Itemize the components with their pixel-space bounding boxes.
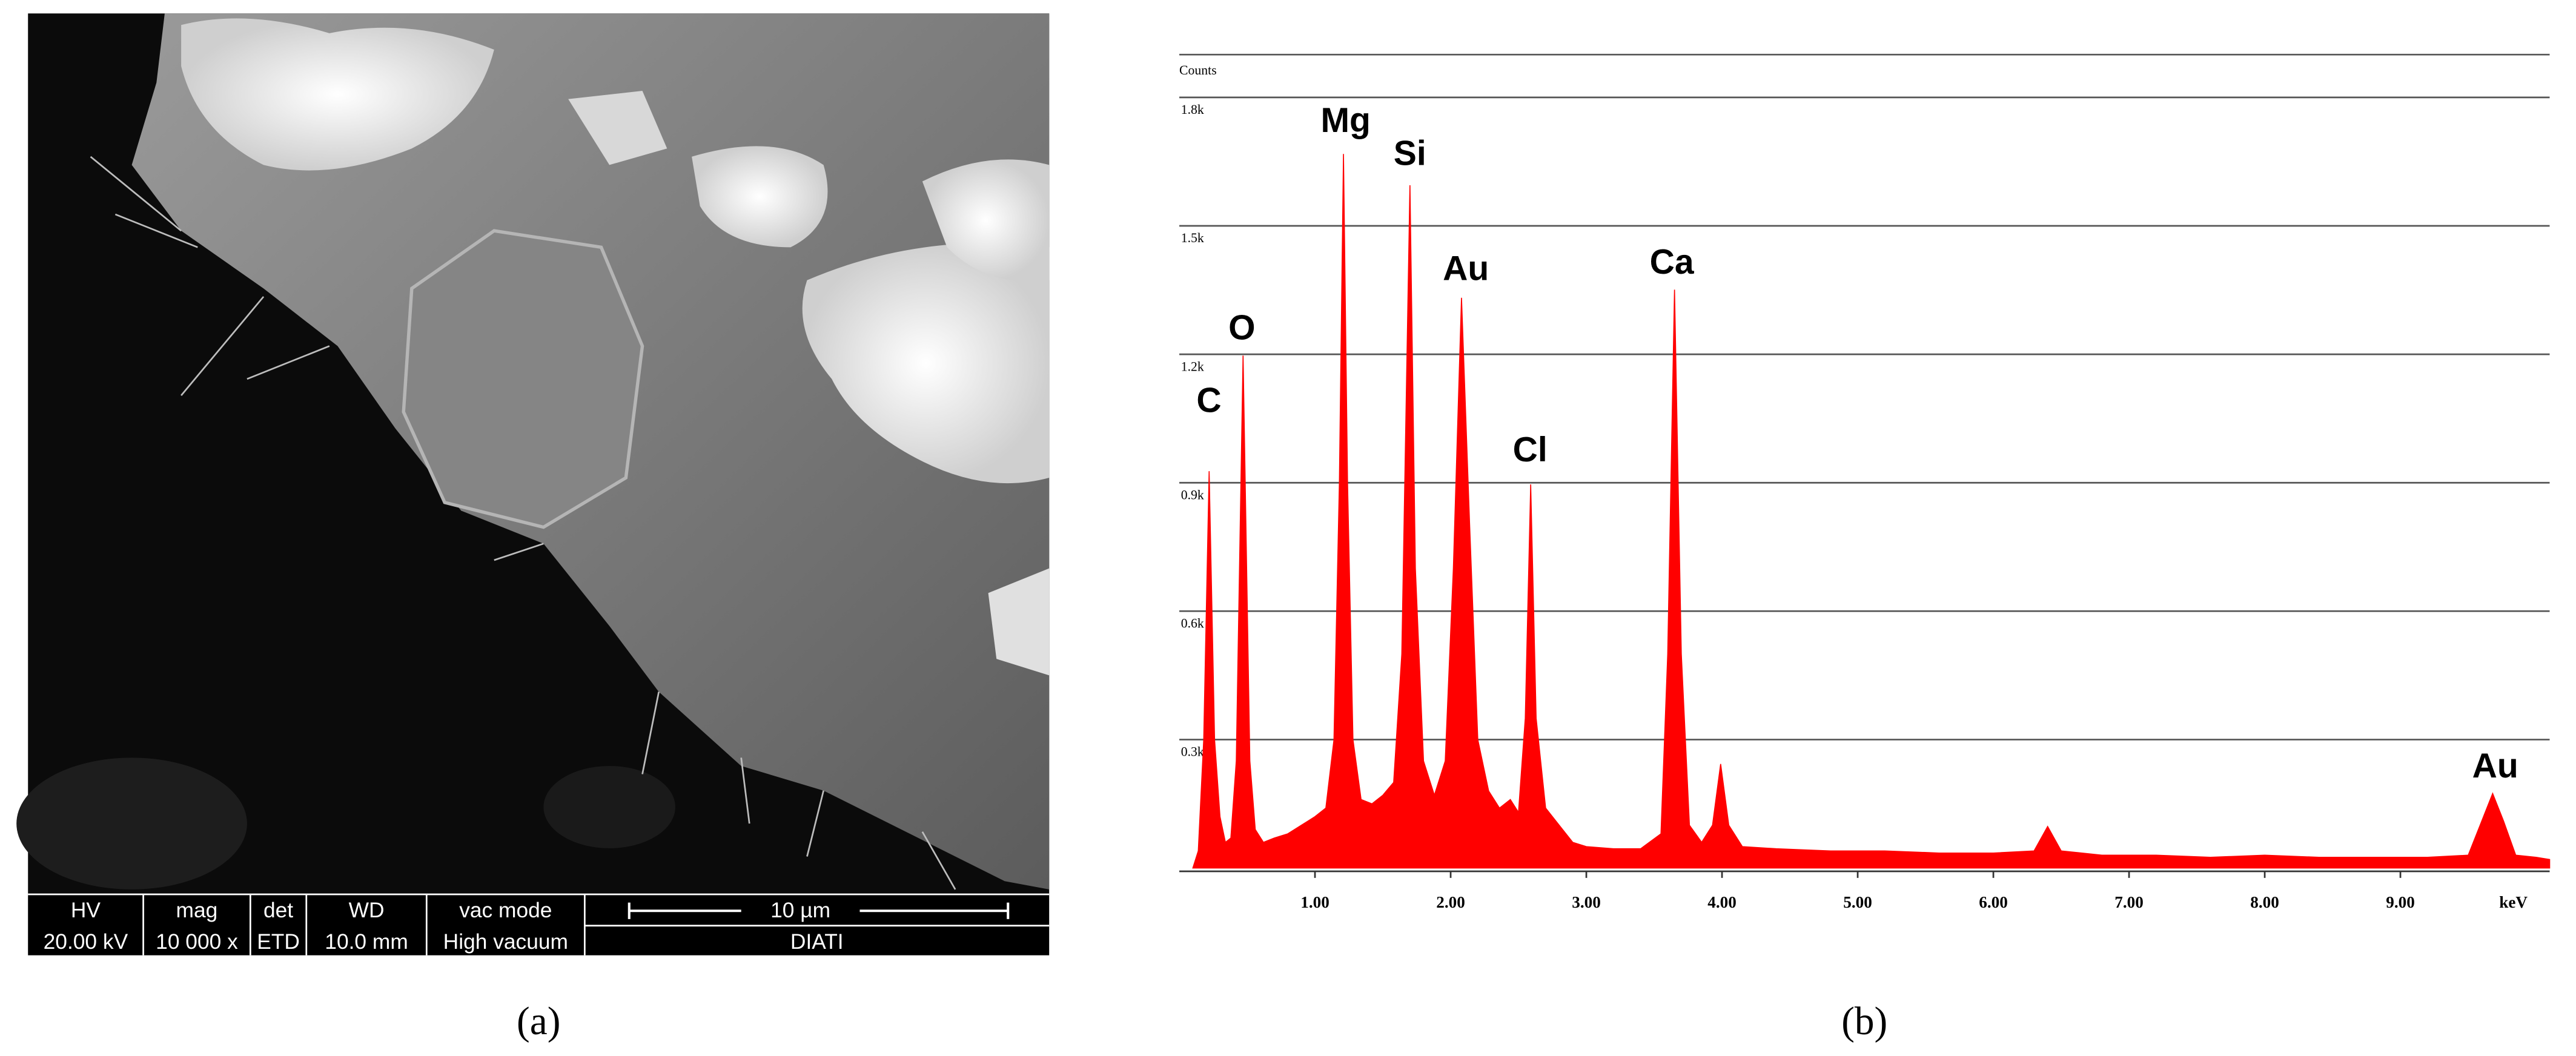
info-header: det [263,899,293,922]
caption-a: (a) [517,1000,560,1043]
y-tick-label: 1.8k [1181,102,1204,117]
info-footer: DIATI [790,930,844,954]
x-tick-label: 7.00 [2114,893,2144,911]
y-tick-label: 1.2k [1181,359,1204,374]
sem-shadow [16,757,247,889]
y-axis-label: Counts [1179,63,1217,78]
info-value: 10.0 mm [325,930,408,954]
x-tick-label: 5.00 [1843,893,1872,911]
sem-bright-area [568,91,667,165]
info-header: mag [176,899,218,922]
peak-label: C [1196,381,1221,420]
sem-image: 10 µm DIATI [16,13,1050,955]
info-value: High vacuum [443,930,568,954]
x-tick-label: 8.00 [2250,893,2279,911]
sem-shadow [543,765,675,848]
peak-label: O [1228,309,1255,348]
info-bar-dividers [28,893,1050,955]
info-header: WD [349,899,385,922]
info-value: 10 000 x [156,930,238,954]
sem-bright-area [802,243,1050,484]
sem-bright-area [988,568,1050,676]
info-header: HV [71,899,101,922]
sem-crystal [402,229,644,529]
peak-label: Ca [1650,243,1695,282]
x-tick-label: 3.00 [1572,893,1601,911]
scale-bar-label: 10 µm [770,899,830,922]
peak-label: Si [1394,134,1426,173]
x-tick-label: 6.00 [1979,893,2008,911]
info-value: 20.00 kV [44,930,128,954]
peak-label: Cl [1513,431,1548,469]
y-tick-label: 0.6k [1181,616,1204,631]
x-tick-label: 9.00 [2386,893,2415,911]
caption-b: (b) [1841,1000,1887,1043]
info-header: vac mode [459,899,552,922]
y-tick-label: 1.5k [1181,231,1204,245]
peak-label: Au [1443,249,1489,288]
x-tick-label: 1.00 [1300,893,1329,911]
info-value: ETD [257,930,300,954]
scale-bar [627,902,1010,919]
sem-fibers [90,156,956,890]
spectrum-area [1192,154,2551,869]
peak-label: Au [2472,747,2518,785]
sem-bright-area [922,159,1050,282]
y-tick-label: 0.3k [1181,745,1204,759]
sem-bright-area [181,18,494,171]
x-axis-label: keV [2499,893,2528,911]
peak-label: Mg [1320,101,1370,140]
x-tick-label: 2.00 [1436,893,1465,911]
x-tick-label: 4.00 [1707,893,1737,911]
sem-bright-area [692,146,828,248]
y-tick-label: 0.9k [1181,487,1204,502]
